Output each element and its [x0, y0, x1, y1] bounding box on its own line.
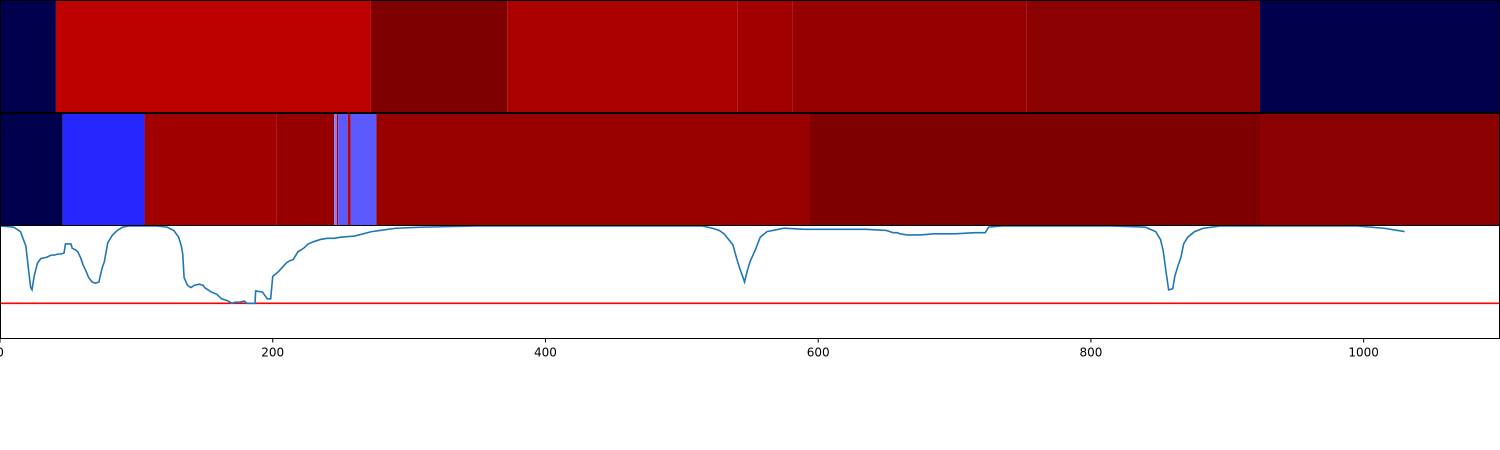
x-tick-label-1: 0 — [0, 346, 4, 360]
segment-2-5 — [334, 114, 337, 225]
segment-1-7 — [1026, 1, 1260, 112]
segment-2-7 — [338, 114, 348, 225]
segment-1-2 — [55, 1, 371, 112]
segment-2-12 — [1260, 114, 1500, 225]
segment-1-3 — [370, 1, 508, 112]
line-panel-background — [0, 226, 1500, 338]
segment-2-2 — [62, 114, 145, 225]
x-tick-label-4: 600 — [807, 346, 830, 360]
segment-1-5 — [737, 1, 793, 112]
segment-2-9 — [350, 114, 377, 225]
line-panel — [0, 225, 1500, 338]
segment-2-6 — [336, 114, 339, 225]
segment-2-8 — [347, 114, 351, 225]
segment-1-6 — [792, 1, 1027, 112]
segment-2-10 — [376, 114, 810, 225]
segment-2-3 — [144, 114, 277, 225]
segment-2-11 — [810, 114, 1260, 225]
segment-1-4 — [507, 1, 738, 112]
segment-1-8 — [1260, 1, 1500, 112]
x-tick-label-3: 400 — [534, 346, 557, 360]
segment-row-2 — [0, 114, 1500, 225]
x-tick-label-5: 800 — [1079, 346, 1102, 360]
series-line — [0, 225, 1405, 305]
segment-2-4 — [276, 114, 335, 225]
segment-2-1 — [0, 114, 63, 225]
x-tick-label-6: 1000 — [1348, 346, 1379, 360]
segment-1-1 — [0, 1, 56, 112]
segment-row-1 — [0, 1, 1500, 112]
x-tick-label-2: 200 — [261, 346, 284, 360]
x-axis: 0 200 400 600 800 1000 — [0, 338, 1379, 360]
